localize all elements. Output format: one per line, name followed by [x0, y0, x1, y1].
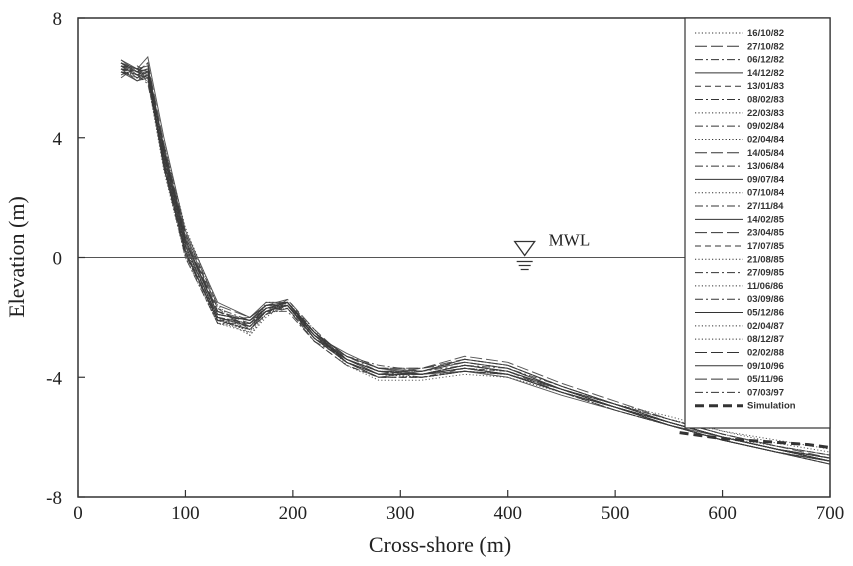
water-level-symbol-icon [513, 240, 536, 271]
x-axis-title: Cross-shore (m) [369, 532, 511, 557]
mwl-triangle-icon [513, 240, 536, 257]
legend-label: 07/10/84 [747, 188, 785, 199]
legend-label: 27/09/85 [747, 268, 785, 279]
legend-label: 05/11/96 [747, 374, 783, 385]
series-line-22 [120, 62, 831, 465]
legend-label: 02/04/84 [747, 134, 785, 145]
x-tick-label: 700 [816, 503, 845, 524]
legend-label: 27/10/82 [747, 41, 784, 52]
series-line-27 [120, 61, 831, 459]
y-tick-label: 4 [53, 129, 63, 150]
x-tick-label: 300 [386, 503, 415, 524]
y-tick-label: 8 [53, 9, 63, 30]
legend-label: 16/10/82 [747, 28, 784, 39]
legend-label: 14/12/82 [747, 68, 784, 79]
series-line-25 [120, 68, 831, 462]
legend-label: 03/09/86 [747, 294, 784, 305]
legend-label: 09/02/84 [747, 121, 785, 132]
mwl-label: MWL [549, 231, 591, 250]
legend-label: 14/02/85 [747, 214, 785, 225]
x-tick-label: 600 [708, 503, 737, 524]
x-tick-label: 100 [171, 503, 200, 524]
y-tick-label: -4 [46, 368, 62, 389]
legend-label: 21/08/85 [747, 254, 785, 265]
series-line-24 [120, 65, 831, 462]
series-line-28 [120, 65, 831, 462]
legend-label: 09/10/96 [747, 361, 784, 372]
x-tick-label: 0 [73, 503, 83, 524]
legend-label: 23/04/85 [747, 228, 785, 239]
legend-label: Simulation [747, 401, 796, 412]
legend-label: 08/02/83 [747, 95, 784, 106]
legend: 16/10/82 27/10/82 06/12/82 14/12/82 13/01/83… [684, 17, 831, 429]
legend-label: 05/12/86 [747, 308, 784, 319]
legend-label: 02/04/87 [747, 321, 784, 332]
legend-label: 11/06/86 [747, 281, 783, 292]
legend-label: 08/12/87 [747, 334, 784, 345]
series-layer [120, 55, 831, 465]
legend-label: 17/07/85 [747, 241, 785, 252]
legend-label: 27/11/84 [747, 201, 784, 212]
x-tick-label: 500 [601, 503, 630, 524]
x-tick-label: 400 [493, 503, 522, 524]
legend-label: 14/05/84 [747, 148, 785, 159]
legend-label: 07/03/97 [747, 387, 784, 398]
y-tick-label: -8 [46, 488, 62, 509]
series-line-29 [679, 431, 831, 450]
legend-label: 09/07/84 [747, 174, 785, 185]
legend-label: 22/03/83 [747, 108, 784, 119]
y-tick-label: 0 [53, 249, 63, 270]
series-line-17 [120, 68, 831, 462]
legend-label: 13/06/84 [747, 161, 785, 172]
x-tick-label: 200 [279, 503, 308, 524]
legend-label: 13/01/83 [747, 81, 784, 92]
legend-label: 02/02/88 [747, 347, 784, 358]
axes-layer: 0 100 200 300 400 500 600 700 8 4 0 -4 -8 [46, 9, 844, 524]
y-axis-title: Elevation (m) [4, 196, 29, 318]
legend-label: 06/12/82 [747, 55, 784, 66]
